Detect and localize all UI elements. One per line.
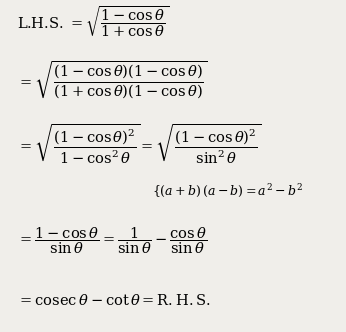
Text: $= \mathrm{cosec}\,\theta - \cot\theta = \mathrm{R.H.S.}$: $= \mathrm{cosec}\,\theta - \cot\theta =… — [17, 293, 211, 308]
Text: $= \dfrac{1-\cos\theta}{\sin\theta} = \dfrac{1}{\sin\theta} - \dfrac{\cos\theta}: $= \dfrac{1-\cos\theta}{\sin\theta} = \d… — [17, 225, 207, 256]
Text: $= \sqrt{\dfrac{(1-\cos\theta)^2}{1-\cos^2\theta}} = \sqrt{\dfrac{(1-\cos\theta): $= \sqrt{\dfrac{(1-\cos\theta)^2}{1-\cos… — [17, 123, 262, 166]
Text: $= \sqrt{\dfrac{(1-\cos\theta)(1-\cos\theta)}{(1+\cos\theta)(1-\cos\theta)}}$: $= \sqrt{\dfrac{(1-\cos\theta)(1-\cos\th… — [17, 59, 208, 100]
Text: L.H.S. $= \sqrt{\dfrac{1-\cos\theta}{1+\cos\theta}}$: L.H.S. $= \sqrt{\dfrac{1-\cos\theta}{1+\… — [17, 4, 169, 39]
Text: $\{(a + b)\,(a - b) = a^2 - b^2$: $\{(a + b)\,(a - b) = a^2 - b^2$ — [152, 182, 303, 200]
